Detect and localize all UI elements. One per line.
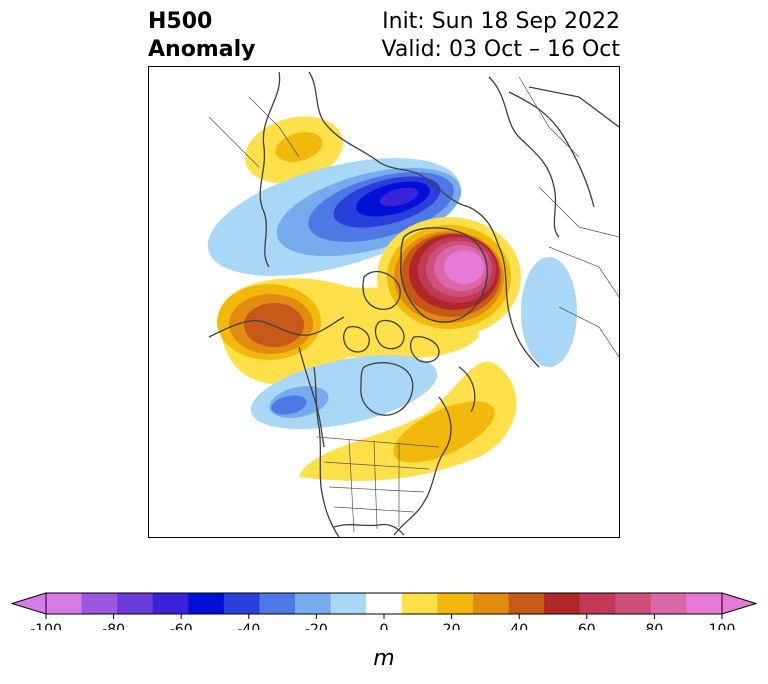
init-date: Init: Sun 18 Sep 2022 [382, 9, 620, 34]
colorbar-segment [81, 593, 118, 614]
title-variable: H500 [148, 9, 213, 34]
map-panel [148, 66, 620, 538]
pacific-negative-anomaly [250, 354, 438, 430]
colorbar-segments [10, 592, 758, 615]
colorbar-tick-label: 100 [709, 622, 736, 630]
title-left: H500 Anomaly [148, 8, 255, 64]
anomaly-map [149, 67, 619, 537]
colorbar-segment [615, 593, 652, 614]
colorbar-segment [117, 593, 154, 614]
colorbar-segment [188, 593, 225, 614]
colorbar-segment [686, 593, 723, 614]
east-positive-anomaly [299, 361, 517, 481]
colorbar-tick-label: 0 [380, 622, 389, 630]
colorbar-segment [650, 593, 687, 614]
borders [208, 76, 619, 533]
colorbar-tick-label: -60 [170, 622, 193, 630]
colorbar-segment [295, 593, 332, 614]
colorbar-segment [259, 593, 296, 614]
colorbar-tick-label: -20 [305, 622, 328, 630]
colorbar-tick-label: 60 [578, 622, 596, 630]
colorbar-segment [366, 593, 403, 614]
colorbar-tick-label: -100 [30, 622, 62, 630]
colorbar-segment [579, 593, 616, 614]
coastlines [208, 71, 619, 537]
colorbar: -100 -80 -60 -40 -20 0 20 40 60 80 100 [10, 592, 758, 630]
colorbar-extend-high [721, 592, 758, 615]
colorbar-segment [544, 593, 581, 614]
colorbar-segment [437, 593, 474, 614]
colorbar-segment [152, 593, 189, 614]
anomaly-field [207, 116, 577, 481]
colorbar-segment [508, 593, 545, 614]
colorbar-ticks: -100 -80 -60 -40 -20 0 20 40 60 80 100 [30, 614, 735, 630]
colorbar-segment [330, 593, 367, 614]
colorbar-unit-label: m [373, 646, 395, 671]
colorbar-segment [46, 593, 83, 614]
greenland-positive-anomaly [377, 217, 521, 337]
title-right: Init: Sun 18 Sep 2022 Valid: 03 Oct – 16… [382, 8, 620, 64]
colorbar-tick-label: -40 [237, 622, 260, 630]
colorbar-segment [401, 593, 438, 614]
colorbar-tick-label: 20 [443, 622, 461, 630]
title-anomaly: Anomaly [148, 37, 256, 62]
valid-range: Valid: 03 Oct – 16 Oct [381, 37, 620, 62]
colorbar-segment [472, 593, 510, 614]
colorbar-tick-label: 80 [645, 622, 663, 630]
colorbar-segment [223, 593, 260, 614]
colorbar-extend-low [10, 592, 47, 615]
colorbar-tick-label: -80 [102, 622, 125, 630]
colorbar-tick-label: 40 [510, 622, 528, 630]
